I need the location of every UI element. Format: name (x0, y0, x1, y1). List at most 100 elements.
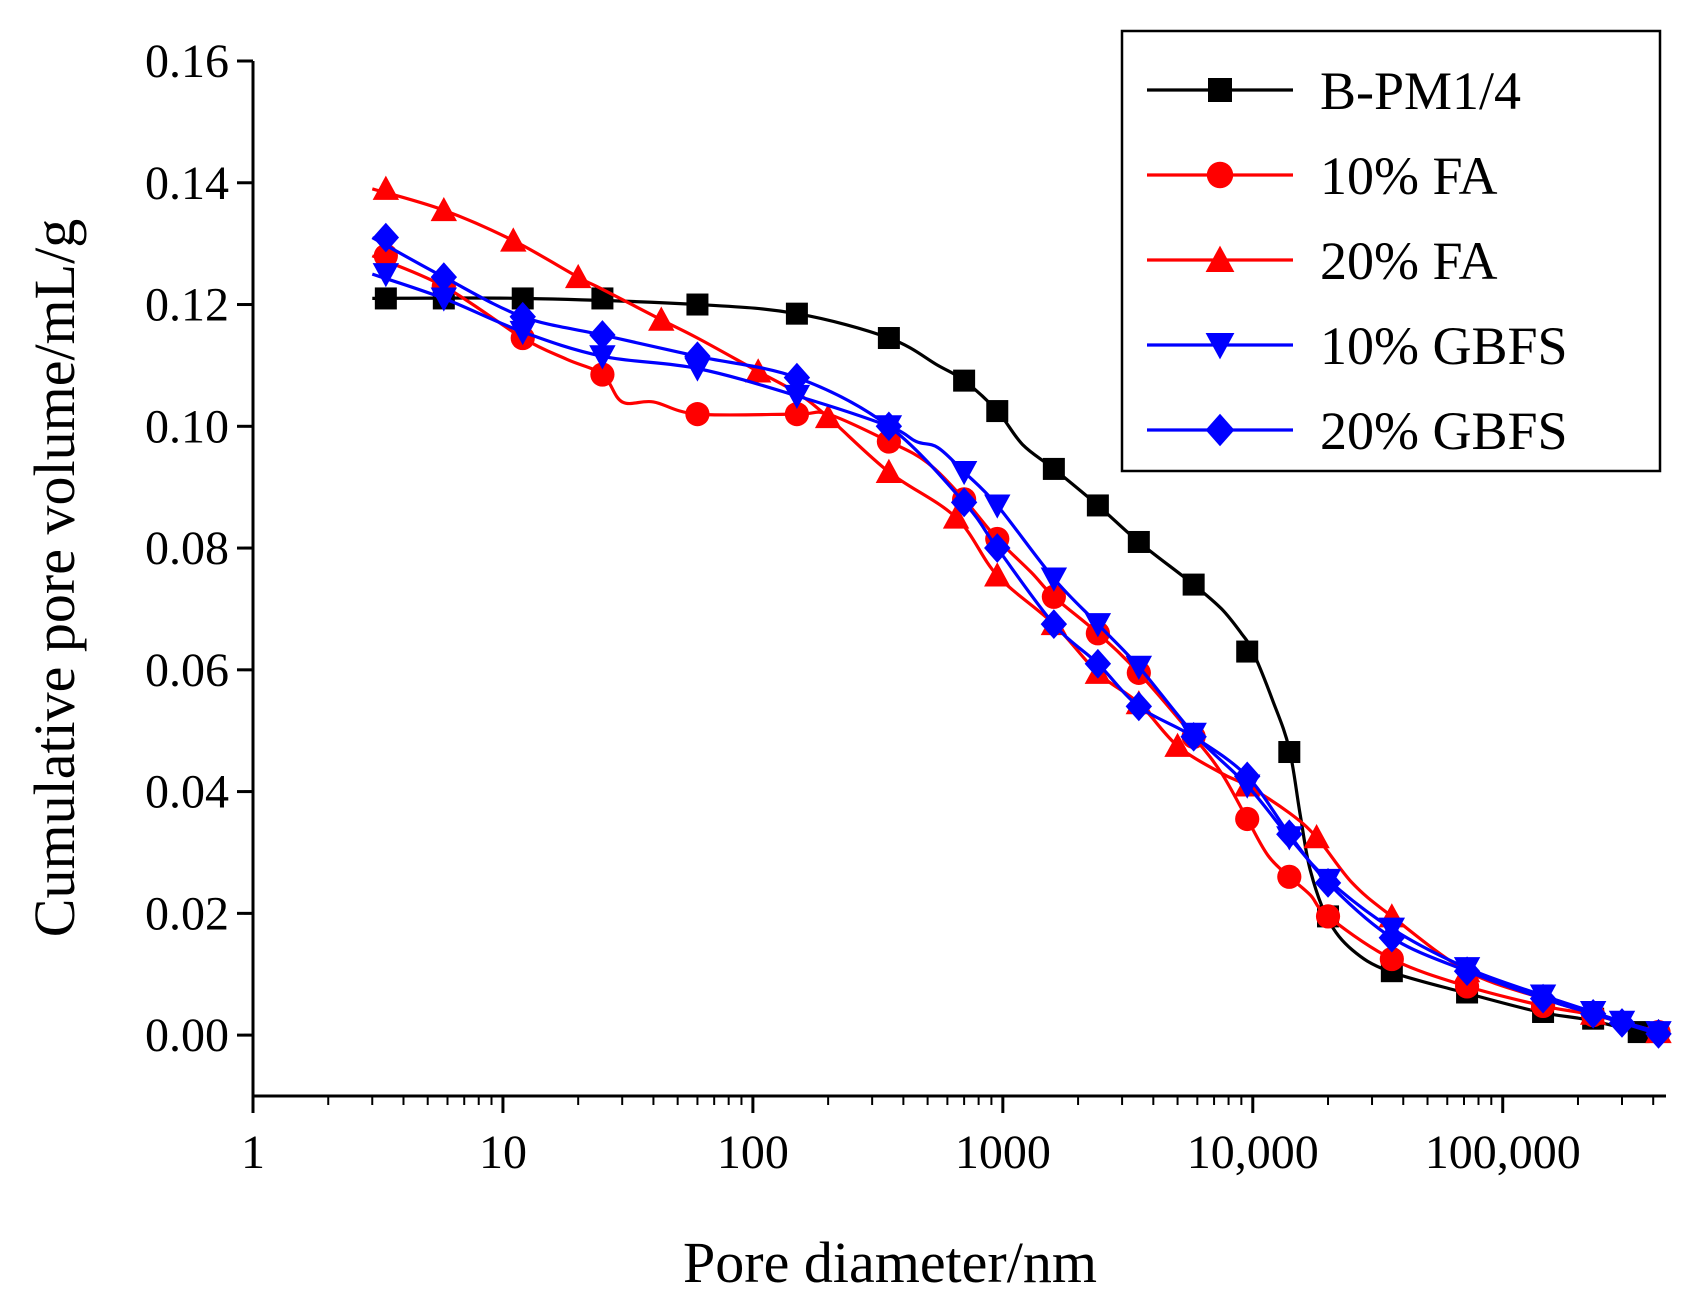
y-tick-label: 0.10 (145, 400, 229, 453)
square-marker (986, 400, 1009, 423)
legend-item: B-PM1/4 (1147, 61, 1521, 121)
triangle-down-marker (950, 460, 978, 486)
diamond-marker (950, 487, 978, 518)
triangle-up-marker (814, 403, 842, 429)
legend-item: 10% FA (1147, 146, 1498, 206)
triangle-up-marker (430, 196, 458, 222)
series-layer (371, 175, 1672, 1049)
diamond-marker (509, 301, 536, 332)
diamond-marker (1579, 998, 1607, 1029)
triangle-up-marker (648, 306, 675, 331)
square-marker (1236, 640, 1259, 663)
y-tick-label: 0.02 (145, 887, 229, 940)
diamond-marker (875, 411, 903, 442)
circle-marker (1041, 584, 1066, 609)
legend-label: 10% GBFS (1320, 316, 1568, 376)
y-tick-label: 0.14 (145, 157, 229, 210)
square-marker (1042, 457, 1065, 480)
axes (251, 61, 1666, 1098)
diamond-marker (372, 222, 400, 253)
series-line (371, 254, 1659, 1034)
triangle-up-marker (942, 504, 970, 529)
legend-item: 20% FA (1147, 231, 1498, 291)
triangle-up-marker (1205, 245, 1235, 272)
x-tick-label: 1000 (955, 1126, 1051, 1179)
circle-marker (590, 362, 615, 387)
triangle-up-marker (372, 175, 400, 200)
y-tick-label: 0.00 (145, 1009, 229, 1062)
diamond-marker (1234, 761, 1261, 792)
diamond-marker (783, 362, 811, 393)
diamond-marker (1125, 691, 1153, 722)
triangle-down-marker (1205, 333, 1235, 360)
diamond-marker (1084, 648, 1112, 679)
y-tick-label: 0.08 (145, 522, 229, 575)
square-marker (1127, 530, 1150, 553)
square-marker (785, 302, 808, 325)
circle-marker (1277, 864, 1302, 889)
y-axis-title: Cumulative pore volume/mL/g (22, 219, 87, 937)
triangle-down-marker (509, 320, 536, 346)
square-marker (1208, 78, 1232, 102)
triangle-up-marker (984, 562, 1011, 587)
diamond-marker (984, 533, 1011, 563)
diamond-marker (684, 341, 711, 372)
diamond-marker (1378, 922, 1406, 953)
square-marker (374, 287, 397, 310)
triangle-down-marker (430, 287, 458, 312)
diamond-marker (1180, 721, 1207, 752)
diamond-marker (1453, 956, 1481, 987)
circle-marker (1379, 946, 1404, 972)
circle-marker (1206, 161, 1234, 189)
diamond-marker (1529, 983, 1557, 1014)
square-marker (511, 287, 534, 310)
circle-marker (1315, 904, 1341, 929)
triangle-down-marker (589, 345, 616, 370)
circle-marker (784, 402, 810, 427)
legend-items: B-PM1/4 10% FA 20% FA 10% GBFS 20% GBFS (1147, 61, 1568, 461)
circle-marker (876, 429, 901, 454)
y-tick-label: 0.04 (145, 766, 229, 819)
circle-marker (1235, 806, 1260, 832)
legend-box (1120, 29, 1662, 473)
square-marker (1278, 741, 1301, 764)
x-tick-label: 10 (479, 1126, 527, 1179)
y-tick-label: 0.12 (145, 279, 229, 332)
legend-label: B-PM1/4 (1320, 61, 1521, 121)
legend-label: 20% FA (1320, 231, 1498, 291)
square-marker (1182, 573, 1205, 596)
diamond-marker (1040, 609, 1068, 640)
y-ticks: 0.00 0.02 0.04 0.06 0.08 0.10 0.12 0.14 0.16 (145, 35, 253, 1062)
square-marker (877, 327, 900, 350)
legend-label: 20% GBFS (1320, 401, 1568, 461)
triangle-up-marker (1164, 732, 1191, 757)
x-axis-title: Pore diameter/nm (683, 1230, 1097, 1295)
x-ticks: 1 10 100 1000 10,000 100,000 (241, 1096, 1655, 1179)
legend: B-PM1/4 10% FA 20% FA 10% GBFS 20% GBFS (1120, 29, 1662, 473)
series-20-gbfs (371, 222, 1672, 1049)
diamond-marker (589, 320, 616, 350)
x-tick-label: 10,000 (1187, 1126, 1319, 1179)
diamond-marker (1314, 868, 1342, 898)
diamond-marker (1645, 1019, 1672, 1049)
diamond-marker (1608, 1008, 1636, 1038)
square-marker (686, 293, 709, 316)
x-tick-label: 100 (717, 1126, 789, 1179)
diamond-marker (430, 262, 458, 292)
diamond-marker (1205, 413, 1235, 447)
legend-item: 10% GBFS (1147, 316, 1568, 376)
y-tick-label: 0.06 (145, 644, 229, 697)
triangle-down-marker (984, 494, 1011, 519)
x-tick-label: 1 (241, 1126, 265, 1179)
triangle-down-marker (783, 384, 811, 410)
triangle-up-marker (1303, 824, 1330, 849)
square-marker (953, 369, 976, 392)
x-tick-label: 100,000 (1425, 1126, 1581, 1179)
square-marker (1086, 494, 1109, 517)
triangle-down-marker (1084, 613, 1112, 638)
diamond-marker (1276, 819, 1303, 850)
triangle-up-marker (744, 358, 772, 383)
triangle-up-marker (875, 458, 903, 483)
legend-label: 10% FA (1320, 146, 1498, 206)
